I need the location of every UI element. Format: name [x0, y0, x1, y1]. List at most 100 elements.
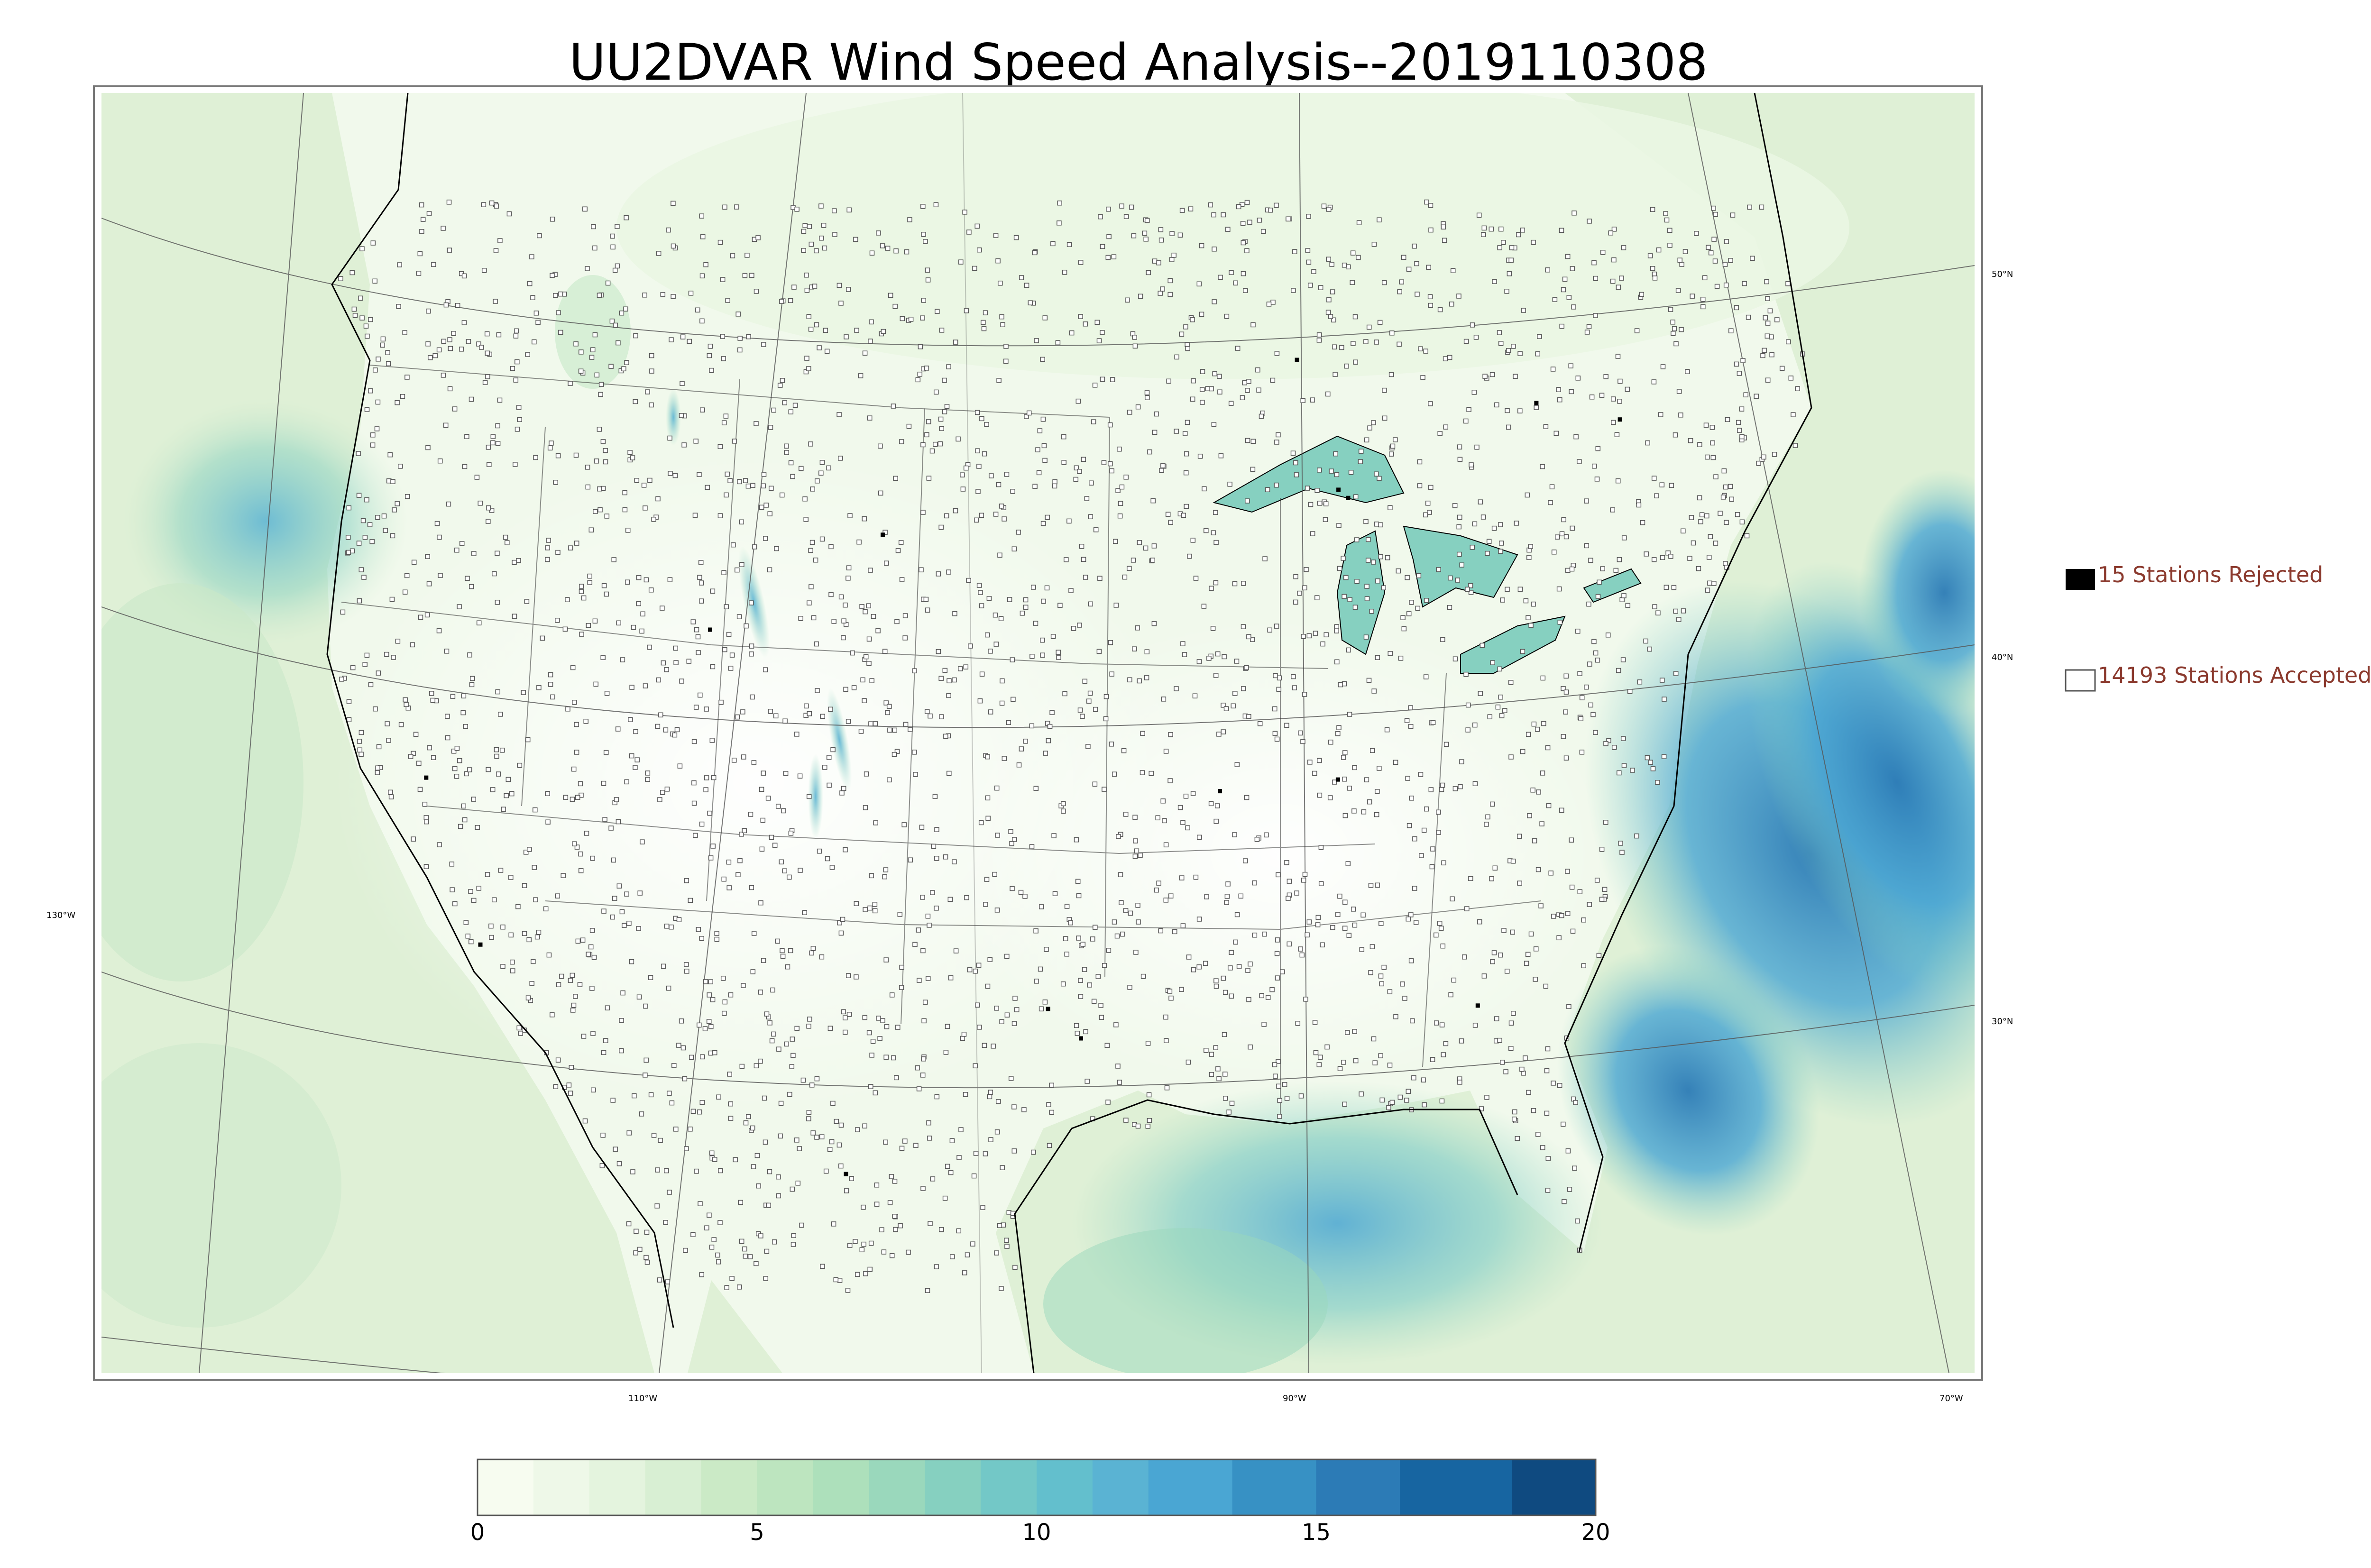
accepted-station-marker: [1762, 348, 1767, 353]
accepted-station-marker: [1543, 424, 1549, 429]
accepted-station-marker: [1706, 245, 1711, 250]
accepted-station-marker: [1264, 832, 1269, 838]
accepted-station-marker: [891, 752, 897, 757]
accepted-station-marker: [625, 579, 630, 585]
accepted-station-marker: [1301, 878, 1306, 883]
accepted-station-marker: [1364, 777, 1369, 782]
accepted-station-marker: [1057, 200, 1062, 206]
accepted-station-marker: [984, 877, 990, 882]
accepted-station-marker: [1740, 358, 1746, 363]
accepted-station-marker: [902, 635, 908, 641]
accepted-station-marker: [535, 320, 541, 325]
rejected-station-marker: [1046, 1007, 1050, 1011]
accepted-station-marker: [657, 797, 662, 802]
accepted-station-marker: [925, 277, 931, 283]
accepted-station-marker: [1011, 697, 1016, 702]
accepted-station-marker: [391, 655, 396, 660]
accepted-station-marker: [1190, 317, 1195, 322]
accepted-station-marker: [589, 986, 595, 991]
accepted-station-marker: [489, 508, 495, 513]
accepted-station-marker: [1730, 212, 1736, 218]
accepted-station-marker: [1375, 578, 1380, 584]
accepted-station-marker: [594, 458, 599, 464]
accepted-station-marker: [1610, 507, 1616, 513]
accepted-station-marker: [810, 1130, 816, 1136]
accepted-station-marker: [1049, 710, 1055, 715]
lon-label-130w: 130°W: [46, 910, 75, 920]
accepted-station-marker: [380, 336, 386, 342]
accepted-station-marker: [1127, 566, 1132, 571]
accepted-station-marker: [464, 771, 469, 777]
accepted-station-marker: [1203, 961, 1208, 966]
accepted-station-marker: [843, 687, 848, 692]
accepted-station-marker: [728, 992, 734, 998]
accepted-station-marker: [1700, 296, 1706, 302]
accepted-station-marker: [1428, 787, 1434, 792]
accepted-station-marker: [873, 721, 878, 726]
accepted-station-marker: [1586, 324, 1592, 329]
accepted-station-marker: [509, 791, 515, 797]
accepted-station-marker: [925, 913, 931, 919]
accepted-station-marker: [883, 957, 889, 963]
accepted-station-marker: [434, 521, 440, 526]
accepted-station-marker: [1472, 521, 1478, 527]
accepted-station-marker: [995, 258, 1001, 264]
accepted-station-marker: [1377, 217, 1382, 222]
accepted-station-marker: [1078, 978, 1083, 983]
accepted-station-marker: [522, 931, 527, 936]
accepted-station-marker: [677, 763, 683, 769]
accepted-station-marker: [1786, 339, 1791, 345]
accepted-station-marker: [724, 492, 729, 498]
accepted-station-marker: [973, 968, 978, 974]
accepted-station-marker: [892, 727, 898, 733]
accepted-station-marker: [654, 1203, 660, 1209]
accepted-station-marker: [1330, 289, 1335, 294]
accepted-station-marker: [1696, 566, 1701, 571]
accepted-station-marker: [1293, 599, 1298, 605]
accepted-station-marker: [1105, 255, 1111, 260]
accepted-station-marker: [550, 1012, 555, 1018]
accepted-station-marker: [1272, 731, 1278, 736]
accepted-station-marker: [994, 908, 1000, 913]
accepted-station-marker: [1363, 634, 1369, 640]
accepted-station-marker: [588, 527, 594, 532]
accepted-station-marker: [525, 352, 531, 357]
accepted-station-marker: [888, 293, 893, 298]
accepted-station-marker: [1011, 1104, 1017, 1110]
accepted-station-marker: [1769, 352, 1774, 358]
accepted-station-marker: [984, 632, 990, 638]
accepted-station-marker: [699, 821, 705, 827]
accepted-station-marker: [1335, 912, 1341, 917]
accepted-station-marker: [370, 240, 376, 246]
accepted-station-marker: [722, 204, 727, 210]
accepted-station-marker: [1440, 943, 1446, 949]
accepted-station-marker: [1497, 1037, 1502, 1043]
accepted-station-marker: [1146, 1092, 1152, 1098]
accepted-station-marker: [1115, 488, 1121, 493]
accepted-station-marker: [585, 266, 590, 271]
accepted-station-marker: [1520, 228, 1526, 233]
accepted-station-marker: [578, 851, 583, 857]
accepted-station-marker: [1490, 801, 1495, 807]
accepted-station-marker: [1287, 941, 1292, 947]
accepted-station-marker: [1408, 705, 1413, 710]
accepted-station-marker: [742, 828, 747, 834]
accepted-station-marker: [876, 230, 881, 236]
accepted-station-marker: [882, 649, 888, 654]
accepted-station-marker: [697, 1022, 702, 1028]
accepted-station-marker: [704, 775, 709, 780]
accepted-station-marker: [703, 787, 708, 792]
accepted-station-marker: [1711, 237, 1717, 242]
accepted-station-marker: [931, 844, 937, 849]
accepted-station-marker: [958, 259, 964, 265]
accepted-station-marker: [1217, 374, 1222, 379]
accepted-station-marker: [923, 239, 928, 244]
accepted-station-marker: [1245, 498, 1250, 504]
accepted-station-marker: [644, 1259, 650, 1265]
accepted-station-marker: [903, 722, 909, 727]
accepted-station-marker: [1316, 332, 1322, 338]
accepted-station-marker: [1228, 401, 1234, 406]
accepted-station-marker: [563, 795, 569, 800]
accepted-station-marker: [1338, 682, 1343, 688]
accepted-station-marker: [452, 901, 458, 907]
